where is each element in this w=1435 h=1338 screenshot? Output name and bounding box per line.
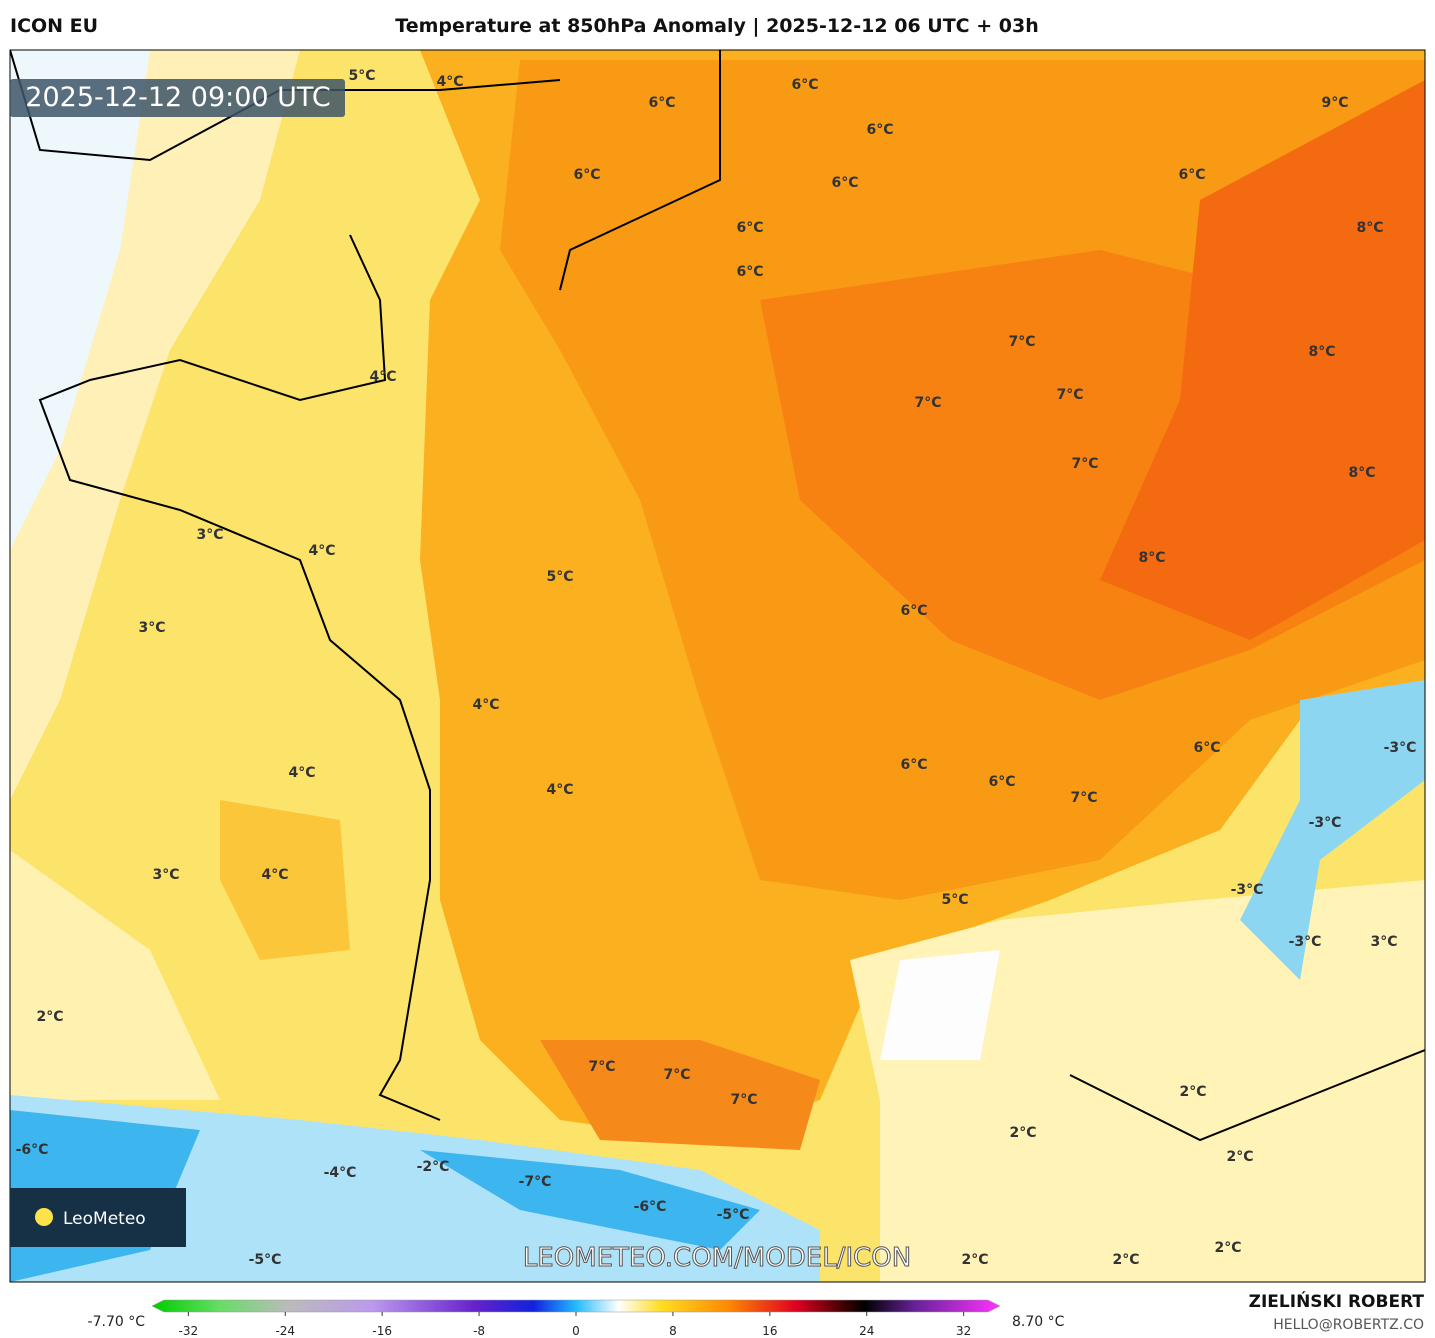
temperature-label: 6°C: [1178, 167, 1205, 183]
temperature-label: 2°C: [1009, 1125, 1036, 1141]
temperature-label: 4°C: [288, 765, 315, 781]
temperature-label: 6°C: [648, 95, 675, 111]
temperature-label: 7°C: [1071, 456, 1098, 472]
temperature-label: -6°C: [16, 1142, 49, 1158]
temperature-label: 3°C: [138, 620, 165, 636]
contact: HELLO@ROBERTZ.CO: [1273, 1317, 1424, 1333]
colorbar-max: 8.70 °C: [1012, 1314, 1065, 1330]
colorbar-tick-label: 16: [762, 1324, 777, 1338]
colorbar-tick-label: 24: [859, 1324, 874, 1338]
watermark: LEOMETEO.COM/MODEL/ICON: [523, 1243, 911, 1273]
temperature-label: 3°C: [196, 527, 223, 543]
colorbar-tick-label: -24: [275, 1324, 295, 1338]
temperature-label: 7°C: [1008, 334, 1035, 350]
temperature-label: -7°C: [519, 1174, 552, 1190]
temperature-label: 8°C: [1138, 550, 1165, 566]
temperature-label: 7°C: [1070, 790, 1097, 806]
map-labels: 5°C 4°C 6°C 6°C 6°C 6°C 9°C 6°C 6°C 6°C 6°C 8°C 7°C 8…: [16, 68, 1417, 1268]
temperature-label: 4°C: [472, 697, 499, 713]
temperature-label: -6°C: [634, 1199, 667, 1215]
temperature-label: 2°C: [1179, 1084, 1206, 1100]
colorbar-tick-label: -16: [372, 1324, 392, 1338]
temperature-label: 7°C: [1056, 387, 1083, 403]
map-field: [10, 50, 1425, 1282]
temperature-label: 2°C: [1226, 1149, 1253, 1165]
colorbar-tick-label: -8: [473, 1324, 485, 1338]
model-name: ICON EU: [10, 15, 98, 37]
temperature-label: -5°C: [717, 1207, 750, 1223]
temperature-label: 6°C: [866, 122, 893, 138]
temperature-label: 9°C: [1321, 95, 1348, 111]
temperature-label: 6°C: [736, 220, 763, 236]
temperature-label: 6°C: [573, 167, 600, 183]
colorbar-tick-label: 8: [669, 1324, 677, 1338]
colorbar-tick-label: -32: [179, 1324, 199, 1338]
temperature-label: 3°C: [152, 867, 179, 883]
temperature-label: 6°C: [736, 264, 763, 280]
temperature-label: 5°C: [546, 569, 573, 585]
temperature-label: 4°C: [436, 74, 463, 90]
temperature-label: 4°C: [261, 867, 288, 883]
temperature-label: 6°C: [988, 774, 1015, 790]
temperature-label: -5°C: [249, 1252, 282, 1268]
temperature-label: 7°C: [663, 1067, 690, 1083]
temperature-label: 2°C: [36, 1009, 63, 1025]
colorbar-tick-label: 32: [956, 1324, 971, 1338]
temperature-label: 4°C: [308, 543, 335, 559]
temperature-label: 4°C: [546, 782, 573, 798]
temperature-label: 2°C: [1214, 1240, 1241, 1256]
map-title: Temperature at 850hPa Anomaly | 2025-12-…: [395, 15, 1038, 37]
temperature-label: 8°C: [1308, 344, 1335, 360]
temperature-label: 6°C: [1193, 740, 1220, 756]
temperature-label: -3°C: [1384, 740, 1417, 756]
timestamp-box: [10, 79, 345, 117]
temperature-label: -3°C: [1289, 934, 1322, 950]
author: ZIELIŃSKI ROBERT: [1249, 1290, 1425, 1312]
temperature-label: 7°C: [730, 1092, 757, 1108]
colorbar: -32 -24 -16 -8 0 8 16 24 32: [151, 1299, 1001, 1338]
temperature-label: 8°C: [1356, 220, 1383, 236]
temperature-label: 5°C: [941, 892, 968, 908]
temperature-label: 6°C: [900, 603, 927, 619]
temperature-label: 2°C: [961, 1252, 988, 1268]
colorbar-tick-label: 0: [572, 1324, 580, 1338]
map-frame: [9, 49, 1426, 1283]
temperature-label: 6°C: [791, 77, 818, 93]
temperature-label: -3°C: [1309, 815, 1342, 831]
temperature-label: 7°C: [588, 1059, 615, 1075]
temperature-label: 2°C: [1112, 1252, 1139, 1268]
temperature-label: 5°C: [348, 68, 375, 84]
temperature-label: -2°C: [417, 1159, 450, 1175]
temperature-label: -4°C: [324, 1165, 357, 1181]
timestamp: 2025-12-12 09:00 UTC: [25, 82, 330, 113]
temperature-label: 6°C: [831, 175, 858, 191]
colorbar-min: -7.70 °C: [88, 1314, 146, 1330]
colorbar-scale: [151, 1299, 1001, 1313]
temperature-label: -3°C: [1231, 882, 1264, 898]
temperature-label: 3°C: [1370, 934, 1397, 950]
temperature-label: 7°C: [914, 395, 941, 411]
logo-sun: [35, 1208, 53, 1226]
temperature-label: 8°C: [1348, 465, 1375, 481]
temperature-label: 4°C: [369, 369, 396, 385]
temperature-label: 6°C: [900, 757, 927, 773]
logo: LeoMeteo: [63, 1209, 146, 1229]
